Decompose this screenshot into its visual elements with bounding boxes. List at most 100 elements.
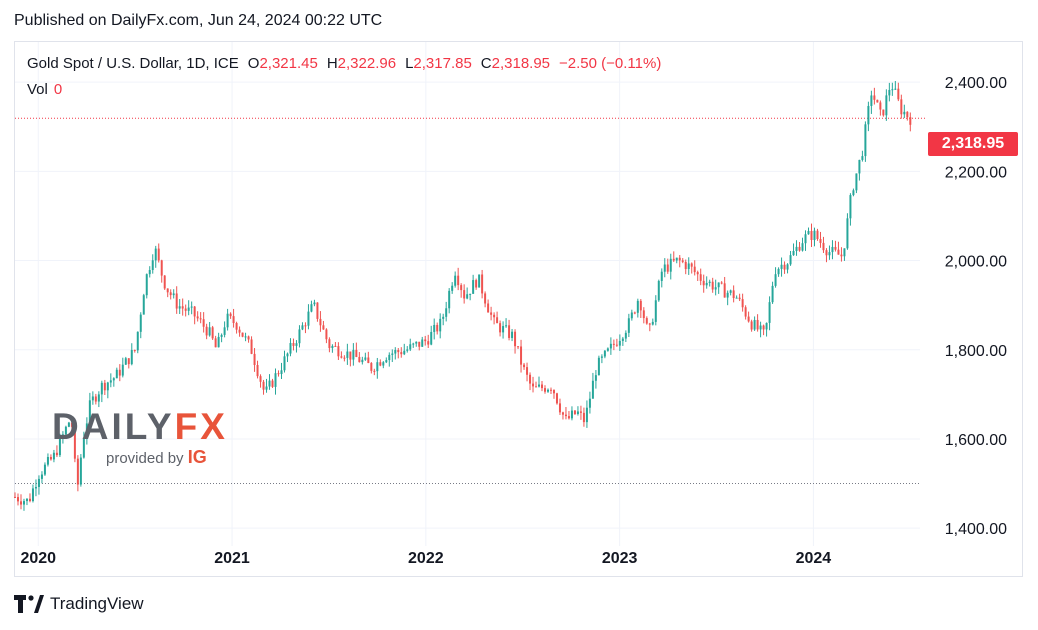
candle-body: [163, 275, 166, 289]
candle-body: [852, 190, 855, 196]
candle-body: [298, 329, 301, 344]
candle-body: [774, 274, 777, 286]
y-tick-label: 1,400.00: [945, 521, 1007, 538]
candle-body: [178, 306, 181, 309]
candle-body: [627, 318, 630, 333]
candle-body: [624, 332, 627, 339]
candle-body: [600, 356, 603, 358]
candle-body: [834, 246, 837, 250]
candle-body: [229, 313, 232, 317]
candle-body: [849, 195, 852, 219]
candle-body: [73, 426, 76, 459]
candle-body: [211, 327, 214, 339]
candle-body: [145, 274, 148, 296]
candle-body: [819, 239, 822, 243]
chart-panel[interactable]: [14, 41, 1023, 577]
candle-body: [400, 352, 403, 355]
candle-body: [250, 339, 253, 354]
candle-body: [265, 386, 268, 390]
low-label: L: [405, 55, 414, 72]
candle-body: [385, 360, 388, 363]
candle-body: [708, 281, 711, 283]
candle-body: [816, 230, 819, 240]
candle-body: [732, 290, 735, 299]
candle-body: [403, 350, 406, 355]
open-label: O: [247, 55, 260, 72]
candle-body: [771, 285, 774, 303]
candle-body: [331, 345, 334, 349]
volume-label: Vol: [27, 81, 48, 98]
candle-body: [669, 258, 672, 272]
candle-body: [412, 343, 415, 345]
candle-body: [58, 437, 61, 456]
candle-body: [394, 350, 397, 354]
candle-body: [124, 358, 127, 365]
candle-body: [199, 318, 202, 320]
candle-body: [460, 285, 463, 291]
candle-body: [82, 437, 85, 458]
watermark-daily: DAILY: [52, 406, 175, 447]
candle-body: [142, 295, 145, 315]
candle-body: [795, 246, 798, 251]
candle-body: [457, 275, 460, 286]
candle-body: [549, 389, 552, 391]
candle-body: [322, 325, 325, 330]
candle-body: [789, 255, 792, 265]
candle-body: [591, 380, 594, 399]
candle-body: [148, 270, 151, 275]
candle-body: [325, 329, 328, 340]
candle-body: [642, 310, 645, 319]
y-tick-label: 2,400.00: [945, 75, 1007, 92]
high-label: H: [326, 55, 338, 72]
candle-body: [232, 316, 235, 324]
candle-body: [103, 382, 106, 391]
candle-body: [858, 159, 861, 174]
candle-body: [133, 349, 136, 351]
candle-body: [840, 254, 843, 257]
candle-body: [768, 302, 771, 323]
candle-body: [220, 334, 223, 337]
candle-body: [244, 336, 247, 338]
candle-body: [558, 403, 561, 413]
candle-body: [813, 230, 816, 240]
candle-body: [310, 304, 313, 312]
candle-body: [567, 416, 570, 419]
candle-body: [358, 356, 361, 363]
candle-body: [373, 370, 376, 372]
candle-body: [714, 287, 717, 290]
ohlc-legend: Gold Spot / U.S. Dollar, 1D, ICE O2,321.4…: [27, 55, 661, 72]
tradingview-logo-icon: [14, 595, 44, 613]
candle-body: [139, 314, 142, 332]
candle-body: [861, 156, 864, 160]
candle-body: [115, 369, 118, 379]
candle-body: [891, 89, 894, 91]
tradingview-footer[interactable]: TradingView: [14, 594, 144, 614]
candle-body: [831, 246, 834, 253]
candle-body: [328, 339, 331, 349]
candle-body: [364, 357, 367, 360]
candle-body: [906, 111, 909, 118]
candle-body: [256, 365, 259, 377]
candle-body: [301, 325, 304, 330]
candle-body: [825, 250, 828, 256]
candle-body: [532, 383, 535, 387]
candle-body: [295, 343, 298, 346]
candle-body: [792, 250, 795, 256]
candle-body: [585, 407, 588, 423]
candle-body: [726, 292, 729, 298]
candle-body: [672, 258, 675, 261]
candle-body: [576, 411, 579, 414]
candle-body: [579, 411, 582, 413]
low-value: 2,317.85: [413, 55, 472, 72]
candle-body: [520, 346, 523, 365]
candle-body: [657, 280, 660, 301]
candle-body: [690, 263, 693, 267]
candle-body: [352, 349, 355, 360]
candle-body: [427, 341, 430, 345]
candle-body: [543, 388, 546, 392]
candle-body: [40, 474, 43, 479]
candle-body: [367, 357, 370, 364]
candle-body: [424, 339, 427, 342]
candle-body: [382, 362, 385, 366]
